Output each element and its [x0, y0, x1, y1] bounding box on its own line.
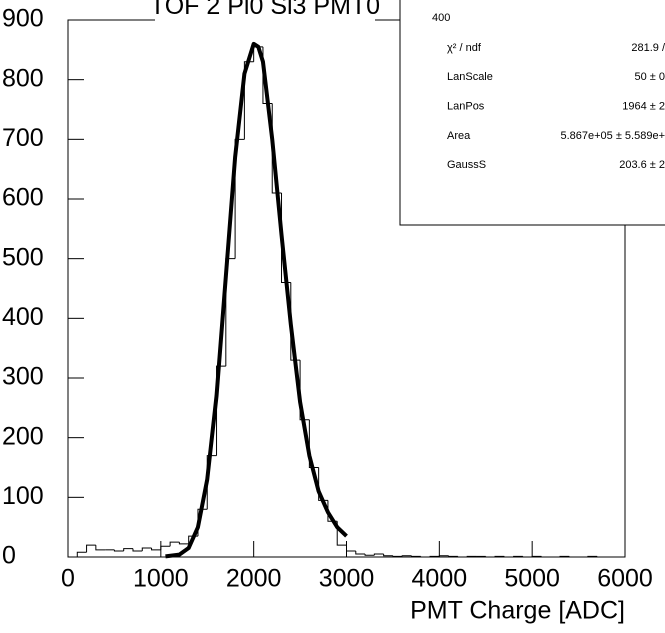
histogram-bin: [568, 556, 579, 558]
y-tick-label: 900: [2, 5, 44, 33]
histogram-bin: [178, 542, 189, 545]
histogram-bin: [392, 555, 403, 557]
histogram-bin: [206, 455, 217, 510]
x-axis-label: PMT Charge [ADC]: [410, 597, 625, 625]
histogram-bin: [364, 554, 375, 556]
x-tick-label: 4000: [412, 565, 468, 593]
y-tick-label: 500: [2, 243, 44, 271]
histogram-bin: [132, 548, 143, 552]
histogram-bin: [383, 554, 393, 557]
histogram-bin: [448, 555, 458, 557]
x-tick-label: 5000: [504, 565, 560, 593]
histogram-bin: [76, 551, 87, 557]
histogram-bin: [587, 555, 598, 557]
histogram-bin: [522, 556, 533, 558]
histogram-bin: [141, 547, 152, 552]
histogram-bin: [123, 548, 133, 552]
histogram-bin: [540, 556, 551, 558]
y-tick-label: 700: [2, 124, 44, 152]
y-tick-label: 800: [2, 64, 44, 92]
stats-label: GaussS: [447, 159, 486, 171]
x-tick-label: 1000: [133, 565, 189, 593]
histogram-bin: [503, 556, 514, 558]
stats-value: 203.6 ± 2: [619, 159, 665, 171]
x-tick-label: 6000: [597, 565, 653, 593]
histogram-bin: [485, 556, 496, 558]
histogram-bin: [216, 365, 226, 456]
stats-value: 281.9 /: [631, 42, 665, 54]
title-box: [155, 0, 375, 30]
x-tick-label: 0: [61, 565, 75, 593]
histogram-bin: [318, 467, 328, 501]
stats-label: χ² / ndf: [447, 42, 482, 54]
stats-label: LanScale: [447, 71, 493, 83]
histogram-bin: [531, 555, 542, 557]
y-tick-label: 400: [2, 303, 44, 331]
histogram-bin: [299, 360, 310, 421]
histogram-bin: [169, 541, 180, 547]
fit-curve: [165, 41, 348, 559]
stats-value: 1964 ± 2: [622, 101, 665, 113]
histogram-bin: [466, 555, 477, 557]
histogram-bin: [513, 555, 523, 557]
histogram-bin: [243, 61, 254, 140]
y-tick-label: 200: [2, 422, 44, 450]
x-tick-label: 2000: [226, 565, 282, 593]
histogram-bin: [494, 555, 505, 557]
histogram-bin: [429, 555, 440, 557]
histogram-bin: [596, 556, 607, 558]
histogram-bin: [95, 545, 106, 551]
stats-box: [399, 0, 665, 226]
histogram-bin: [401, 555, 412, 557]
y-tick-label: 300: [2, 363, 44, 391]
histogram-bin: [373, 553, 384, 556]
y-tick-label: 600: [2, 184, 44, 212]
stats-label: Area: [447, 130, 471, 142]
histogram-bin: [113, 549, 124, 552]
chart-title: TOF 2 Pl0 Sl3 PMT0: [150, 0, 380, 20]
x-tick-label: 3000: [319, 565, 375, 593]
stats-value: 5.867e+05 ± 5.589e+: [560, 130, 665, 142]
histogram-bin: [308, 419, 319, 468]
stats-value: 50 ± 0: [634, 71, 665, 83]
histogram-bin: [410, 555, 421, 557]
plot-area: 0 100 200 300 400 500 600 700 800 900 0 1000 2000 300…: [2, 5, 653, 593]
stats-entries: 400: [432, 12, 450, 24]
histogram-bin: [438, 555, 449, 557]
y-tick-label: 100: [2, 482, 44, 510]
stats-label: LanPos: [447, 101, 485, 113]
histogram-bin: [160, 545, 171, 550]
histogram-bin: [355, 551, 366, 555]
histogram-bin: [151, 548, 161, 551]
y-tick-label: 0: [2, 542, 16, 570]
histogram-bin: [86, 544, 96, 553]
histogram-bin: [559, 555, 570, 557]
histogram-bin: [420, 556, 431, 558]
histogram-bin: [346, 545, 356, 552]
histogram-bin: [457, 556, 468, 558]
